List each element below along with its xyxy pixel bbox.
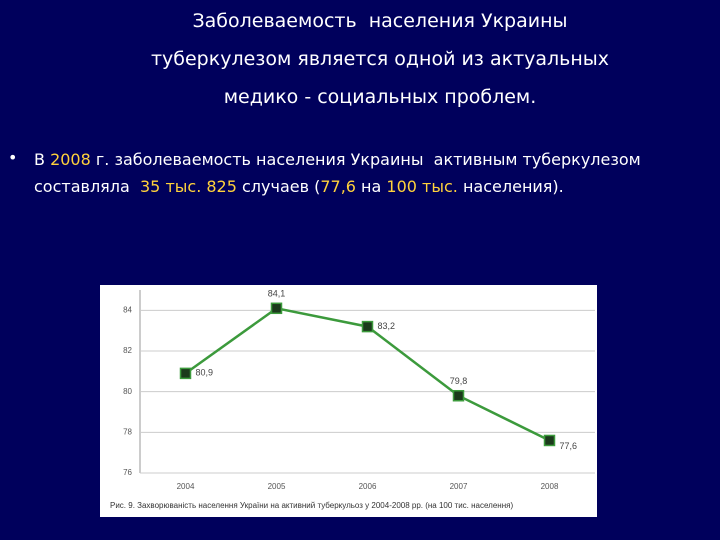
title-line: медико - социальных проблем. [223,86,537,108]
title-line: туберкулезом является одной из актуальны… [150,48,610,70]
data-label: 84,1 [268,289,286,299]
x-tick-label: 2004 [177,482,195,491]
marker [270,302,283,315]
data-label: 83,2 [378,321,396,331]
text-segment: 100 тыс. [386,177,458,196]
x-tick-label: 2008 [541,482,559,491]
caption: Рис. 9. Захворюваність населення України… [110,501,513,510]
text-segment: 2008 [50,150,91,169]
marker [361,320,374,333]
y-tick-label: 76 [123,468,132,477]
bullet-text: В 2008 г. заболеваемость населения Украи… [34,146,714,200]
text-segment: на [355,177,387,196]
y-tick-label: 82 [123,346,132,355]
y-tick-label: 80 [123,387,132,396]
x-tick-label: 2005 [268,482,286,491]
y-tick-label: 78 [123,427,132,436]
text-segment: г. заболеваемость населения Украины акти… [34,150,651,196]
marker [452,389,465,402]
text-segment: В [34,150,51,169]
marker [543,434,556,447]
chart-background [100,285,597,517]
text-segment: населения). [457,177,564,196]
data-label: 80,9 [196,368,214,378]
x-tick-label: 2006 [359,482,377,491]
text-segment: 35 тыс. 825 [140,177,237,196]
data-label: 77,6 [560,441,578,451]
bullet: • [8,148,18,167]
text-segment: случаев ( [236,177,321,196]
title-line: Заболеваемость населения Украины [192,10,568,32]
y-tick-label: 84 [123,305,132,314]
text-segment: 77,6 [320,177,356,196]
data-label: 79,8 [450,376,468,386]
marker [179,367,192,380]
x-tick-label: 2007 [450,482,468,491]
